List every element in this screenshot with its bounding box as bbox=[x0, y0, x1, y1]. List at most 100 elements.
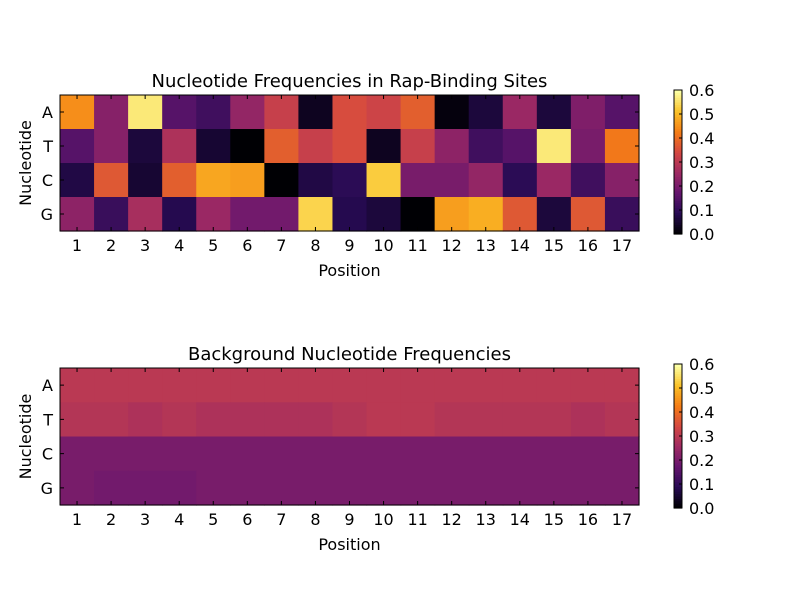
colorbar-tick-label: 0.4 bbox=[689, 403, 714, 422]
heatmap-cell bbox=[536, 129, 572, 164]
heatmap-cell bbox=[604, 163, 640, 198]
heatmap-cell bbox=[94, 129, 129, 164]
colorbar-segment bbox=[674, 111, 682, 115]
heatmap-cell bbox=[128, 129, 163, 164]
colorbar-segment bbox=[674, 231, 682, 235]
colorbar-tick-label: 0.0 bbox=[689, 225, 714, 244]
heatmap-cell bbox=[434, 129, 470, 164]
colorbar-segment bbox=[674, 181, 682, 185]
colorbar-segment bbox=[674, 164, 682, 168]
heatmap-cell bbox=[264, 368, 300, 403]
x-tick-label: 7 bbox=[276, 236, 286, 255]
heatmap-cell bbox=[502, 470, 538, 506]
heatmap-cell bbox=[230, 197, 265, 232]
heatmap-cell bbox=[60, 470, 95, 506]
heatmap-cell bbox=[298, 163, 334, 198]
x-tick-label: 12 bbox=[441, 236, 461, 255]
heatmap-cell bbox=[604, 129, 640, 164]
heatmap-cell bbox=[230, 402, 265, 438]
heatmap-cell bbox=[604, 402, 640, 438]
colorbar-tick-label: 0.0 bbox=[689, 499, 714, 518]
heatmap-cell bbox=[230, 470, 265, 506]
x-tick-label: 15 bbox=[544, 236, 564, 255]
x-tick-label: 15 bbox=[544, 510, 564, 529]
colorbar-segment bbox=[674, 479, 682, 483]
colorbar-segment bbox=[674, 138, 682, 141]
colorbar-segment bbox=[674, 436, 682, 439]
heatmap-cell bbox=[502, 197, 538, 232]
colorbar-segment bbox=[674, 92, 682, 96]
heatmap-cell bbox=[128, 470, 163, 506]
heatmap-cell bbox=[94, 368, 129, 403]
heatmap-cell bbox=[332, 470, 368, 506]
x-tick-label: 10 bbox=[373, 510, 393, 529]
heatmap-cell bbox=[128, 436, 163, 472]
colorbar-segment bbox=[674, 106, 682, 110]
heatmap-cell bbox=[196, 95, 231, 130]
heatmap-cell bbox=[60, 368, 95, 403]
heatmap-cell bbox=[128, 197, 163, 232]
colorbar-segment bbox=[674, 409, 682, 413]
y-tick-label: G bbox=[41, 479, 53, 498]
colorbar-segment bbox=[674, 455, 682, 459]
heatmap-cell bbox=[502, 402, 538, 438]
heatmap-cell bbox=[570, 402, 606, 438]
colorbar: 0.0 0.1 0.2 0.3 0.4 0.5 0.6 bbox=[673, 355, 714, 518]
colorbar: 0.0 0.1 0.2 0.3 0.4 0.5 0.6 bbox=[673, 81, 714, 244]
heatmap-cell bbox=[94, 436, 129, 472]
x-tick-label: 17 bbox=[612, 236, 632, 255]
colorbar-segment bbox=[674, 448, 682, 451]
colorbar-segment bbox=[674, 174, 682, 177]
heatmap-cell bbox=[366, 402, 402, 438]
colorbar-segment bbox=[674, 114, 682, 117]
colorbar-segment bbox=[674, 383, 682, 387]
x-tick-label: 6 bbox=[242, 236, 252, 255]
heatmap-cell bbox=[536, 402, 572, 438]
colorbar-tick-label: 0.2 bbox=[689, 451, 714, 470]
colorbar-segment bbox=[674, 109, 682, 113]
colorbar-segment bbox=[674, 142, 682, 146]
heatmap-cell bbox=[230, 368, 265, 403]
colorbar-segment bbox=[674, 469, 682, 473]
colorbar-segment bbox=[674, 200, 682, 204]
heatmap-cell bbox=[162, 402, 197, 438]
x-tick-label: 3 bbox=[140, 510, 150, 529]
colorbar-segment bbox=[674, 193, 682, 197]
colorbar-segment bbox=[674, 229, 682, 233]
colorbar-segment bbox=[674, 207, 682, 211]
colorbar-segment bbox=[674, 217, 682, 221]
colorbar-tick-label: 0.4 bbox=[689, 129, 714, 148]
x-tick-label: 2 bbox=[106, 510, 116, 529]
heatmap-cell bbox=[366, 197, 402, 232]
heatmap-cell bbox=[570, 95, 606, 130]
chart-title: Nucleotide Frequencies in Rap-Binding Si… bbox=[152, 71, 548, 92]
colorbar-segment bbox=[674, 491, 682, 495]
x-tick-label: 13 bbox=[476, 510, 496, 529]
colorbar-segment bbox=[674, 424, 682, 427]
colorbar-segment bbox=[674, 366, 682, 370]
colorbar-tick-label: 0.5 bbox=[689, 105, 714, 124]
heatmap-cell bbox=[502, 129, 538, 164]
colorbar-segment bbox=[674, 431, 682, 435]
colorbar-segment bbox=[674, 467, 682, 471]
heatmap-cell bbox=[332, 95, 368, 130]
heatmap-cell bbox=[468, 95, 504, 130]
heatmap-cell bbox=[536, 470, 572, 506]
x-tick-label: 12 bbox=[441, 510, 461, 529]
colorbar-segment bbox=[674, 152, 682, 156]
colorbar-segment bbox=[674, 500, 682, 504]
colorbar-segment bbox=[674, 183, 682, 187]
colorbar-segment bbox=[674, 503, 682, 507]
heatmap-cell bbox=[196, 436, 231, 472]
x-tick-label: 7 bbox=[276, 510, 286, 529]
colorbar-segment bbox=[674, 462, 682, 466]
colorbar-tick-label: 0.3 bbox=[689, 427, 714, 446]
x-tick-label: 11 bbox=[407, 236, 427, 255]
x-tick-label: 9 bbox=[344, 236, 354, 255]
x-tick-label: 3 bbox=[140, 236, 150, 255]
heatmap-cell bbox=[196, 129, 231, 164]
heatmap-cell bbox=[128, 402, 163, 438]
colorbar-segment bbox=[674, 104, 682, 108]
heatmap-cell bbox=[60, 402, 95, 438]
heatmap-cell bbox=[128, 163, 163, 198]
